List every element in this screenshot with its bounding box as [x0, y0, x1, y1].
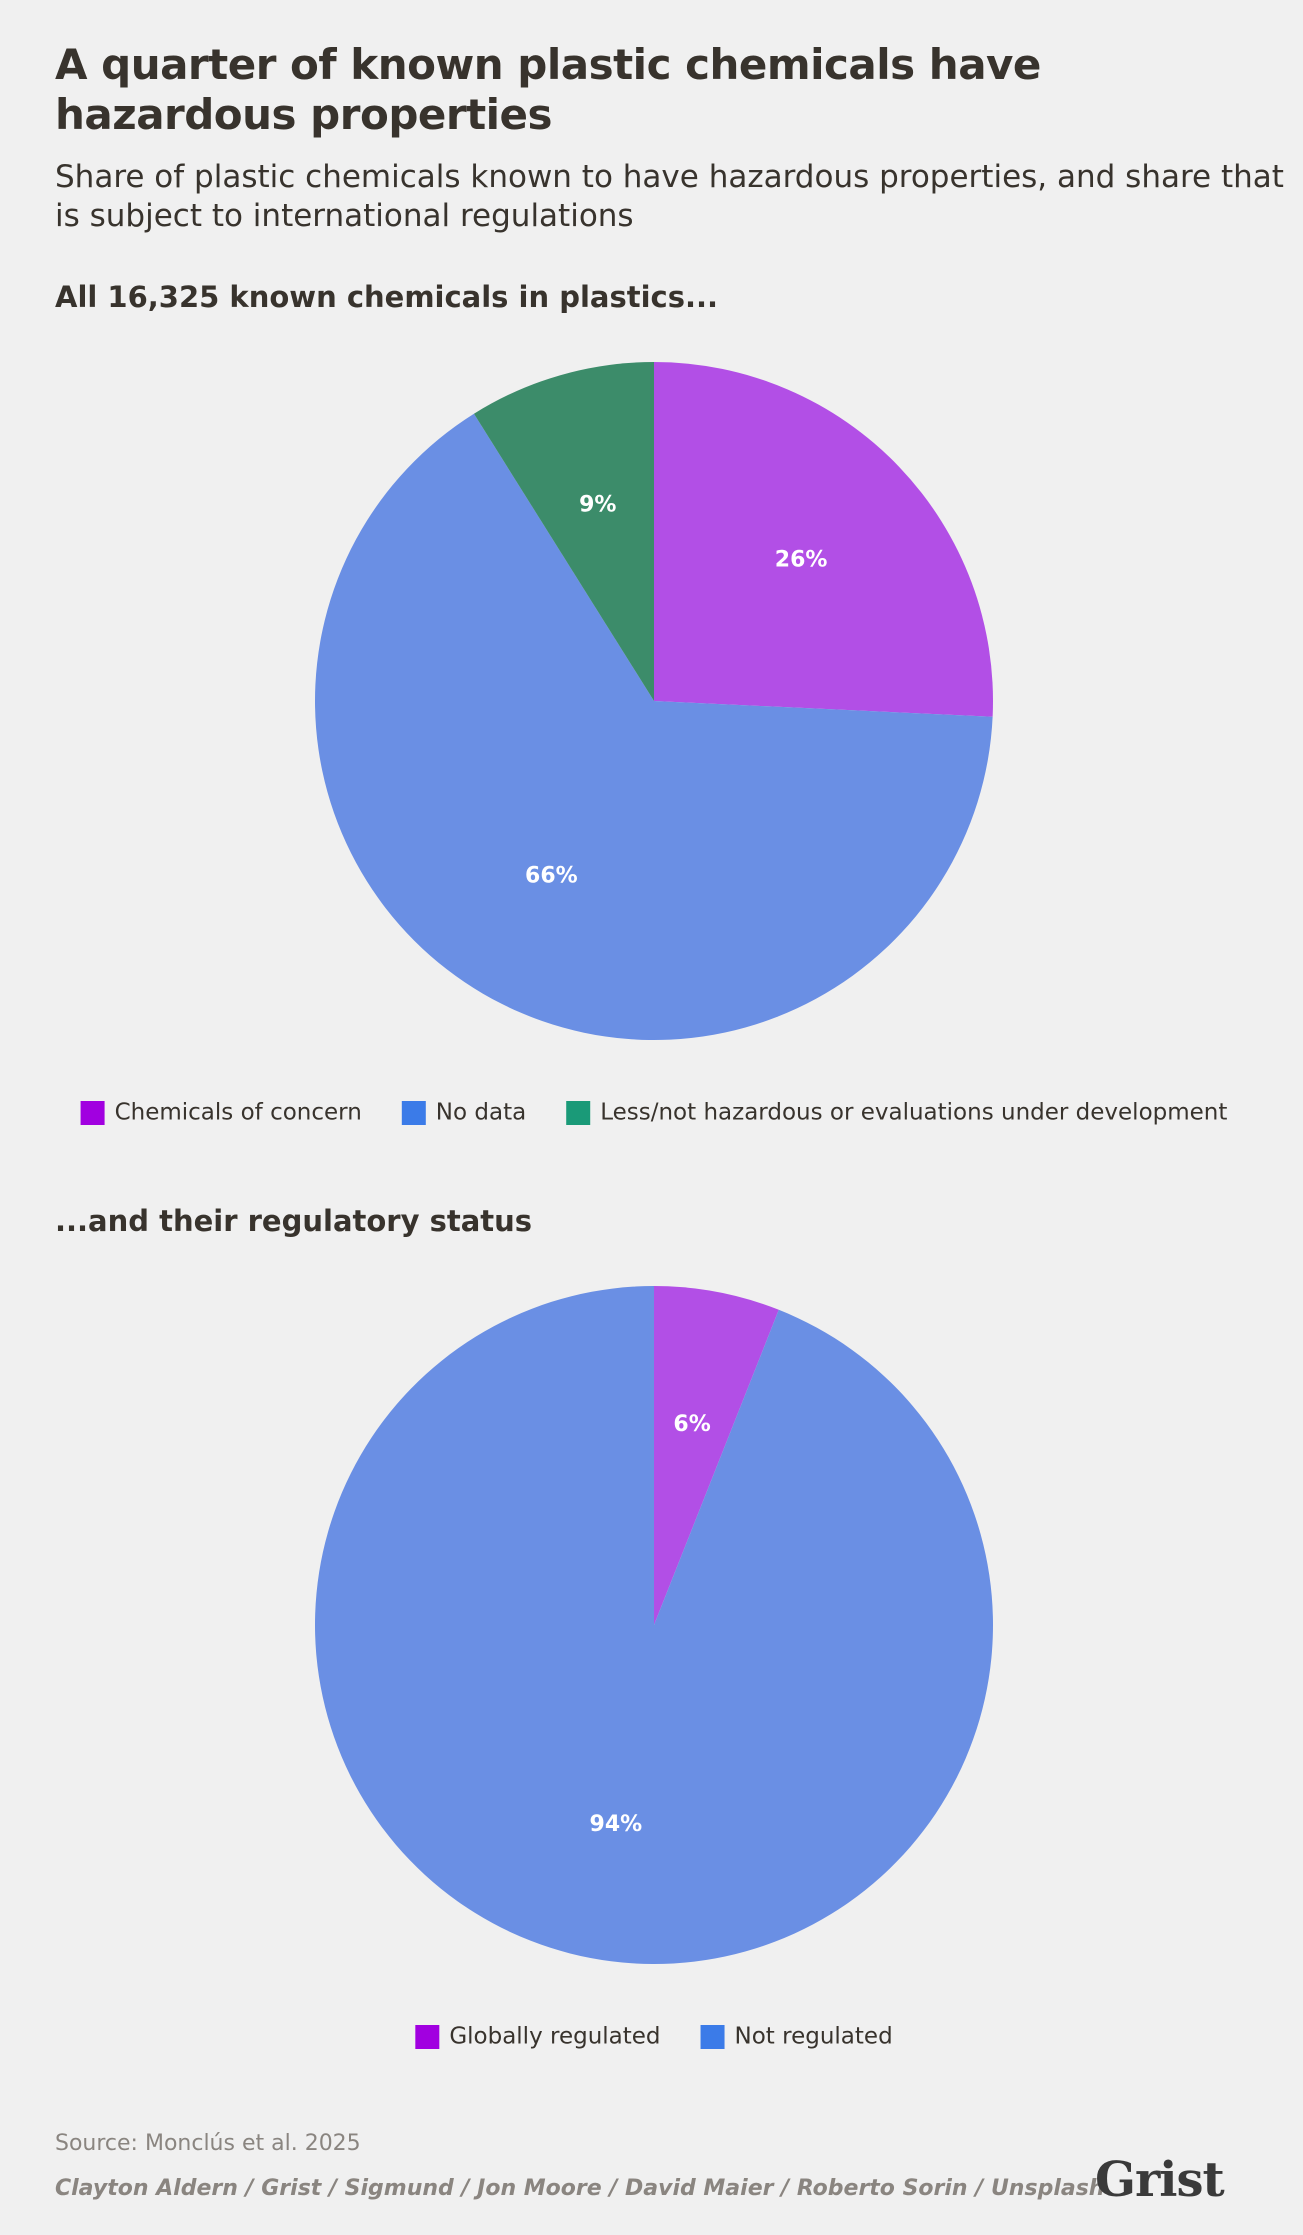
- pie-slice: [315, 1285, 994, 1964]
- pie-slice: [473, 362, 654, 701]
- legend-label: No data: [436, 1100, 526, 1126]
- legend-swatch: [415, 2025, 440, 2049]
- logo: Grist: [1095, 2152, 1225, 2208]
- legend-swatch: [566, 1101, 591, 1125]
- slice-label: 26%: [775, 548, 828, 573]
- title: A quarter of known plastic chemicals hav…: [55, 40, 1041, 139]
- slice-label: 94%: [590, 1812, 643, 1837]
- slice-label: 9%: [579, 493, 616, 518]
- pie-slice: [314, 413, 993, 1040]
- chart-heading: All 16,325 known chemicals in plastics..…: [55, 280, 718, 314]
- legend-label: Not regulated: [735, 2024, 893, 2050]
- legend-label: Globally regulated: [449, 2024, 660, 2050]
- source: Source: Monclús et al. 2025: [55, 2131, 361, 2156]
- charts: All 16,325 known chemicals in plastics..…: [55, 280, 1227, 2050]
- pie-slice: [654, 362, 993, 717]
- legend-swatch: [80, 1101, 105, 1125]
- legend-label: Chemicals of concern: [115, 1100, 362, 1126]
- chart-heading: ...and their regulatory status: [55, 1204, 532, 1238]
- legend-label: Less/not hazardous or evaluations under …: [600, 1100, 1227, 1126]
- credits: Clayton Aldern / Grist / Sigmund / Jon M…: [55, 2176, 1105, 2201]
- legend-swatch: [401, 1101, 426, 1125]
- legend-swatch: [700, 2025, 725, 2049]
- pie-slice: [654, 1286, 779, 1625]
- slice-label: 66%: [525, 864, 578, 889]
- subtitle: Share of plastic chemicals known to have…: [55, 159, 1284, 234]
- slice-label: 6%: [673, 1412, 710, 1437]
